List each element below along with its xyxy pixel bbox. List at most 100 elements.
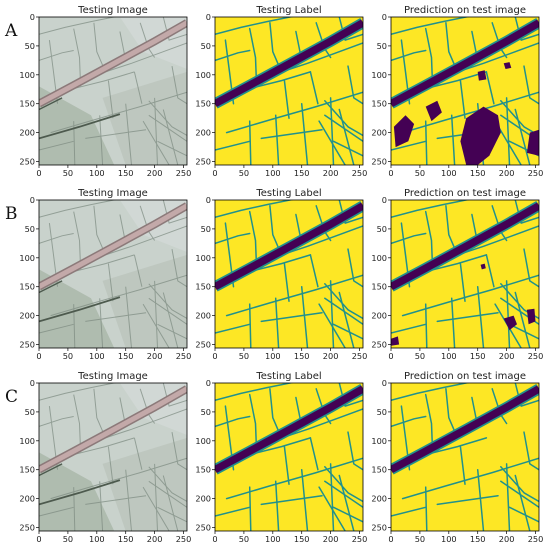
x-tick-label: 0: [388, 534, 393, 544]
y-tick-label: 250: [195, 523, 211, 533]
y-tick-label: 100: [195, 253, 211, 263]
panel-title: Prediction on test image: [404, 371, 526, 382]
x-tick-label: 100: [441, 168, 457, 178]
x-tick-label: 150: [470, 534, 486, 544]
x-tick-label: 150: [118, 351, 134, 361]
y-tick-label: 150: [195, 282, 211, 292]
x-tick-label: 50: [239, 168, 249, 178]
x-tick-label: 50: [63, 168, 73, 178]
y-tick-label: 50: [25, 224, 35, 234]
y-tick-label: 250: [371, 523, 387, 533]
y-tick-label: 50: [25, 407, 35, 417]
panel-image: [391, 17, 539, 165]
y-tick-label: 200: [19, 128, 35, 138]
y-tick-label: 50: [377, 407, 387, 417]
y-tick-label: 50: [377, 224, 387, 234]
panel-frame: [38, 199, 188, 349]
x-tick-label: 250: [352, 534, 368, 544]
panel-title: Testing Image: [77, 371, 148, 382]
x-tick-label: 50: [415, 168, 425, 178]
y-tick-label: 200: [19, 494, 35, 504]
y-tick-label: 50: [201, 41, 211, 51]
y-tick-label: 250: [19, 523, 35, 533]
y-tick-label: 100: [371, 70, 387, 80]
x-tick-label: 100: [265, 534, 281, 544]
x-tick-label: 100: [89, 534, 105, 544]
y-tick-label: 250: [371, 157, 387, 167]
y-tick-label: 200: [195, 128, 211, 138]
x-tick-label: 150: [294, 534, 310, 544]
y-tick-label: 150: [371, 282, 387, 292]
y-tick-label: 100: [195, 70, 211, 80]
panel-title: Prediction on test image: [404, 5, 526, 16]
x-tick-label: 200: [147, 351, 163, 361]
panel-image: [215, 17, 363, 165]
x-tick-label: 250: [352, 168, 368, 178]
panel-image: [39, 17, 187, 165]
x-tick-label: 50: [415, 351, 425, 361]
x-tick-label: 250: [176, 168, 192, 178]
panel-frame: [214, 16, 364, 166]
y-tick-label: 0: [206, 378, 211, 388]
x-tick-label: 200: [147, 168, 163, 178]
x-tick-label: 150: [470, 168, 486, 178]
y-tick-label: 0: [30, 195, 35, 205]
x-tick-label: 100: [265, 351, 281, 361]
x-tick-label: 0: [388, 168, 393, 178]
panel-image: [215, 383, 363, 531]
x-tick-label: 100: [441, 351, 457, 361]
panel-title: Testing Label: [255, 5, 321, 16]
y-tick-label: 200: [195, 494, 211, 504]
y-tick-label: 50: [201, 224, 211, 234]
y-tick-label: 250: [19, 157, 35, 167]
x-tick-label: 50: [63, 534, 73, 544]
x-tick-label: 0: [388, 351, 393, 361]
x-tick-label: 150: [118, 534, 134, 544]
y-tick-label: 250: [371, 340, 387, 350]
panel-frame: [214, 199, 364, 349]
y-tick-label: 0: [206, 12, 211, 22]
x-tick-label: 200: [323, 534, 339, 544]
x-tick-label: 100: [265, 168, 281, 178]
row-label: B: [5, 204, 18, 224]
x-tick-label: 100: [89, 351, 105, 361]
x-tick-label: 250: [352, 351, 368, 361]
x-tick-label: 150: [470, 351, 486, 361]
y-tick-label: 0: [382, 12, 387, 22]
panel-title: Testing Image: [77, 5, 148, 16]
y-tick-label: 100: [19, 253, 35, 263]
panel-frame: [38, 382, 188, 532]
y-tick-label: 0: [382, 378, 387, 388]
panel-title: Testing Image: [77, 188, 148, 199]
y-tick-label: 150: [371, 99, 387, 109]
y-tick-label: 200: [371, 128, 387, 138]
x-tick-label: 50: [63, 351, 73, 361]
panel-frame: [390, 199, 540, 349]
y-tick-label: 150: [195, 99, 211, 109]
x-tick-label: 0: [36, 168, 41, 178]
x-tick-label: 50: [239, 534, 249, 544]
panel-image: [39, 200, 187, 348]
panel-title: Prediction on test image: [404, 188, 526, 199]
row-label: C: [5, 387, 18, 407]
x-tick-label: 50: [239, 351, 249, 361]
x-tick-label: 100: [89, 168, 105, 178]
y-tick-label: 100: [19, 70, 35, 80]
x-tick-label: 50: [415, 534, 425, 544]
x-tick-label: 200: [499, 168, 515, 178]
panel-frame: [390, 382, 540, 532]
row-label: A: [4, 21, 18, 41]
x-tick-label: 200: [323, 351, 339, 361]
y-tick-label: 100: [371, 253, 387, 263]
y-tick-label: 150: [19, 99, 35, 109]
x-tick-label: 200: [499, 351, 515, 361]
panel-image: [391, 383, 539, 531]
y-tick-label: 0: [382, 195, 387, 205]
x-tick-label: 150: [118, 168, 134, 178]
y-tick-label: 0: [30, 12, 35, 22]
panel-title: Testing Label: [255, 188, 321, 199]
y-tick-label: 250: [195, 157, 211, 167]
y-tick-label: 50: [25, 41, 35, 51]
y-tick-label: 0: [206, 195, 211, 205]
y-tick-label: 100: [195, 436, 211, 446]
